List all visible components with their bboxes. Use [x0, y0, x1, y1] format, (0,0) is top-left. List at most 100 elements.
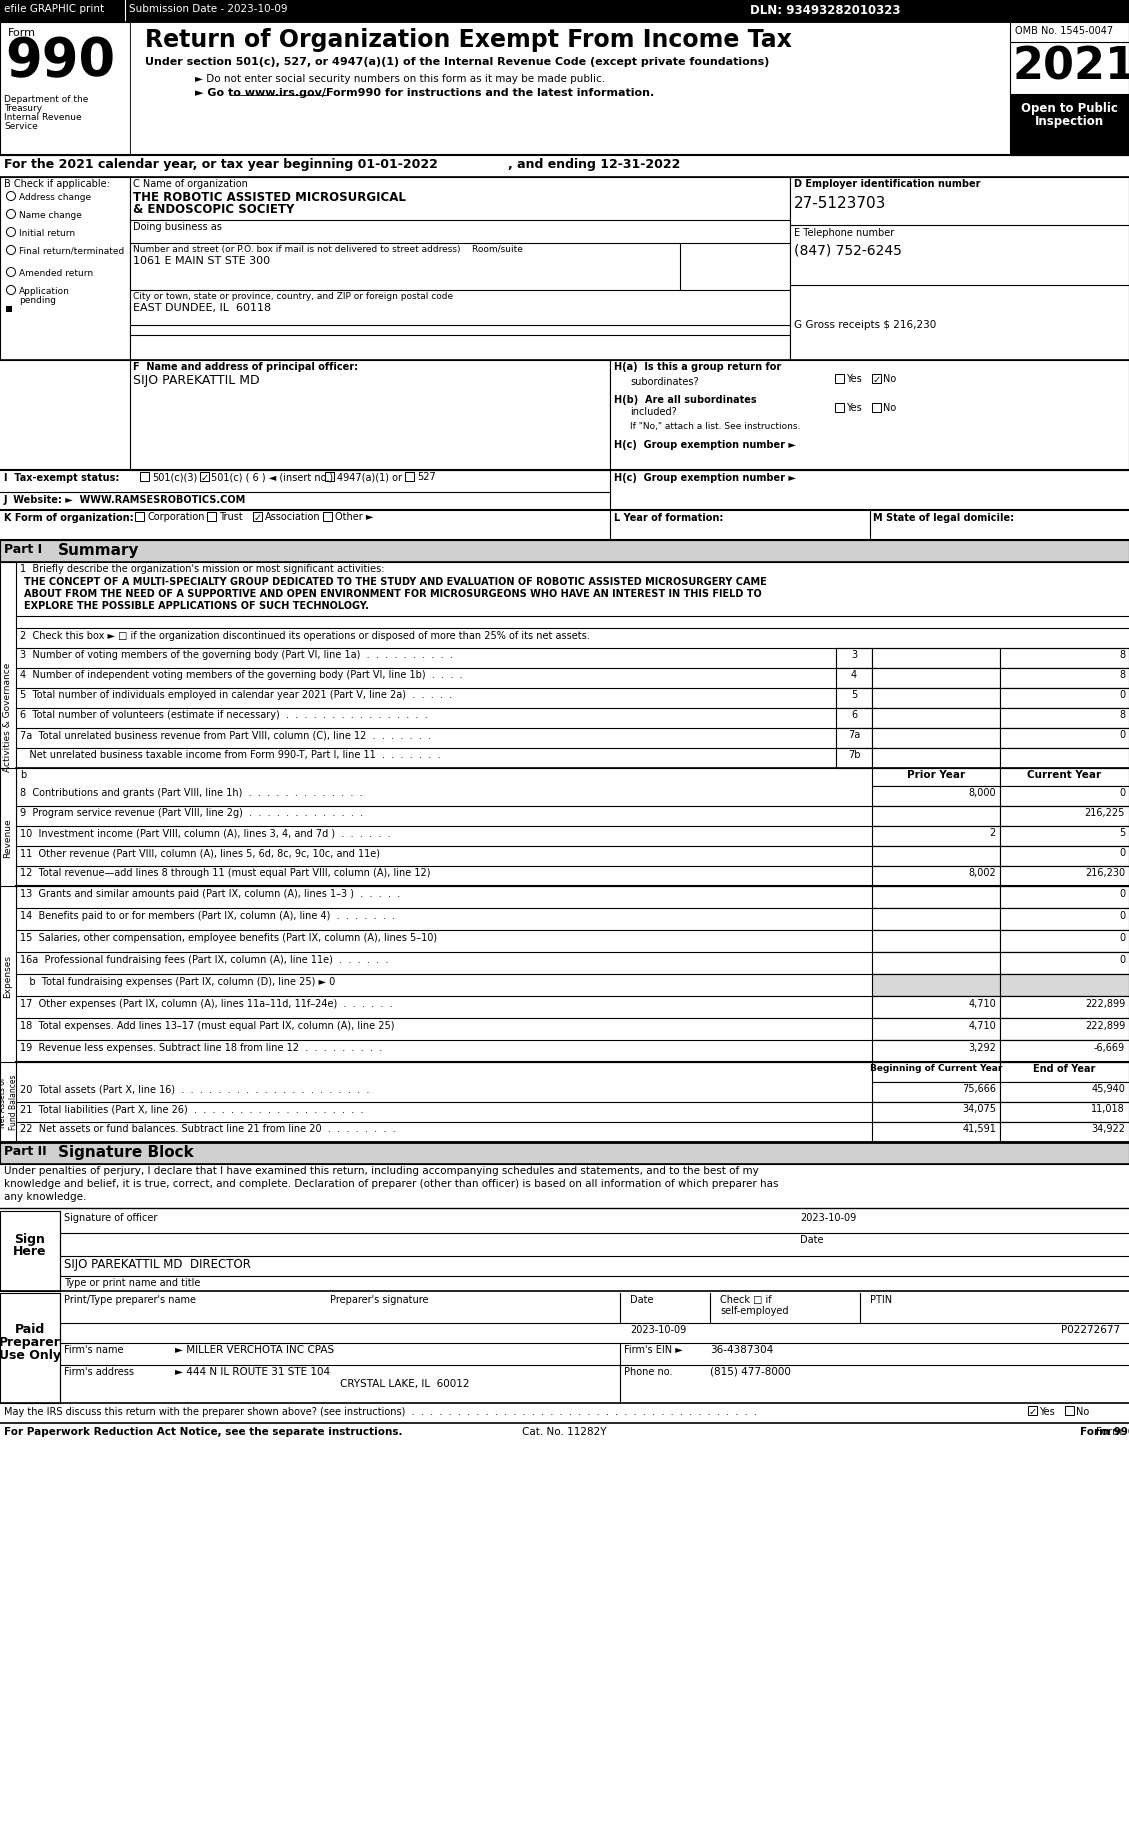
- Bar: [835, 687, 872, 708]
- Text: Amended return: Amended return: [19, 270, 93, 277]
- Text: 990: 990: [5, 35, 115, 87]
- Bar: [1000, 1122, 1129, 1142]
- Bar: [872, 867, 1000, 885]
- Text: Submission Date - 2023-10-09: Submission Date - 2023-10-09: [129, 4, 288, 15]
- Bar: [1000, 1040, 1129, 1063]
- Text: EXPLORE THE POSSIBLE APPLICATIONS OF SUCH TECHNOLOGY.: EXPLORE THE POSSIBLE APPLICATIONS OF SUC…: [24, 601, 369, 612]
- Bar: [1000, 1081, 1129, 1101]
- Text: subordinates?: subordinates?: [630, 377, 699, 386]
- Text: No: No: [1076, 1406, 1089, 1417]
- Bar: [0, 1063, 16, 1142]
- Text: Inspection: Inspection: [1034, 115, 1103, 128]
- Bar: [872, 403, 881, 412]
- Bar: [872, 907, 1000, 930]
- Text: OMB No. 1545-0047: OMB No. 1545-0047: [1015, 26, 1113, 35]
- Text: 8,002: 8,002: [969, 869, 996, 878]
- Text: Yes: Yes: [846, 373, 861, 384]
- Text: 15  Salaries, other compensation, employee benefits (Part IX, column (A), lines : 15 Salaries, other compensation, employe…: [20, 933, 437, 942]
- Text: included?: included?: [630, 407, 676, 418]
- Text: 6: 6: [851, 710, 857, 721]
- Bar: [1010, 94, 1129, 155]
- Text: PTIN: PTIN: [870, 1295, 892, 1305]
- Text: End of Year: End of Year: [1033, 1064, 1095, 1074]
- Text: 13  Grants and similar amounts paid (Part IX, column (A), lines 1–3 )  .  .  .  : 13 Grants and similar amounts paid (Part…: [20, 889, 401, 898]
- Text: 22  Net assets or fund balances. Subtract line 21 from line 20  .  .  .  .  .  .: 22 Net assets or fund balances. Subtract…: [20, 1124, 395, 1135]
- Bar: [835, 373, 844, 383]
- Text: Firm's name: Firm's name: [64, 1345, 123, 1355]
- Bar: [200, 471, 209, 480]
- Bar: [325, 471, 334, 480]
- Text: 0: 0: [1119, 730, 1124, 739]
- Text: C Name of organization: C Name of organization: [133, 179, 248, 188]
- Text: Date: Date: [630, 1295, 654, 1305]
- Text: 17  Other expenses (Part IX, column (A), lines 11a–11d, 11f–24e)  .  .  .  .  . : 17 Other expenses (Part IX, column (A), …: [20, 1000, 393, 1009]
- Text: 34,922: 34,922: [1091, 1124, 1124, 1135]
- Text: THE CONCEPT OF A MULTI-SPECIALTY GROUP DEDICATED TO THE STUDY AND EVALUATION OF : THE CONCEPT OF A MULTI-SPECIALTY GROUP D…: [24, 577, 767, 588]
- Text: 8: 8: [1119, 650, 1124, 660]
- Bar: [135, 512, 145, 521]
- Text: Here: Here: [14, 1246, 46, 1258]
- Text: any knowledge.: any knowledge.: [5, 1192, 87, 1201]
- Text: 8,000: 8,000: [969, 787, 996, 798]
- Text: 2  Check this box ► □ if the organization discontinued its operations or dispose: 2 Check this box ► □ if the organization…: [20, 630, 589, 641]
- Text: No: No: [883, 373, 896, 384]
- Text: 222,899: 222,899: [1085, 1020, 1124, 1031]
- Text: EAST DUNDEE, IL  60118: EAST DUNDEE, IL 60118: [133, 303, 271, 312]
- Text: 0: 0: [1119, 955, 1124, 965]
- Bar: [0, 562, 16, 872]
- Text: H(c)  Group exemption number ►: H(c) Group exemption number ►: [614, 473, 796, 482]
- Text: (815) 477-8000: (815) 477-8000: [710, 1368, 791, 1377]
- Text: Open to Public: Open to Public: [1021, 102, 1118, 115]
- Text: I  Tax-exempt status:: I Tax-exempt status:: [5, 473, 120, 482]
- Text: 19  Revenue less expenses. Subtract line 18 from line 12  .  .  .  .  .  .  .  .: 19 Revenue less expenses. Subtract line …: [20, 1042, 383, 1053]
- Text: D Employer identification number: D Employer identification number: [794, 179, 980, 188]
- Text: 216,230: 216,230: [1085, 869, 1124, 878]
- Text: 11,018: 11,018: [1092, 1103, 1124, 1114]
- Text: 527: 527: [417, 471, 436, 482]
- Text: ✓: ✓: [873, 375, 881, 384]
- Text: Part II: Part II: [5, 1146, 46, 1159]
- Text: 4,710: 4,710: [969, 1000, 996, 1009]
- Text: ► Go to www.irs.gov/Form990 for instructions and the latest information.: ► Go to www.irs.gov/Form990 for instruct…: [195, 89, 654, 98]
- Text: 501(c) ( 6 ) ◄ (insert no.): 501(c) ( 6 ) ◄ (insert no.): [211, 471, 333, 482]
- Text: Service: Service: [5, 122, 37, 131]
- Text: 4,710: 4,710: [969, 1020, 996, 1031]
- Text: Date: Date: [800, 1234, 823, 1246]
- Text: Trust: Trust: [219, 512, 243, 521]
- Text: CRYSTAL LAKE, IL  60012: CRYSTAL LAKE, IL 60012: [340, 1379, 470, 1390]
- Text: ► 444 N IL ROUTE 31 STE 104: ► 444 N IL ROUTE 31 STE 104: [175, 1368, 330, 1377]
- Text: Signature Block: Signature Block: [58, 1146, 194, 1161]
- Text: Form: Form: [8, 28, 36, 39]
- Bar: [872, 373, 881, 383]
- Text: 10  Investment income (Part VIII, column (A), lines 3, 4, and 7d )  .  .  .  .  : 10 Investment income (Part VIII, column …: [20, 828, 391, 837]
- Text: ✓: ✓: [1029, 1406, 1038, 1417]
- Text: 75,666: 75,666: [962, 1085, 996, 1094]
- Text: 20  Total assets (Part X, line 16)  .  .  .  .  .  .  .  .  .  .  .  .  .  .  . : 20 Total assets (Part X, line 16) . . . …: [20, 1085, 369, 1094]
- Text: 5: 5: [851, 689, 857, 700]
- Text: efile GRAPHIC print: efile GRAPHIC print: [5, 4, 104, 15]
- Bar: [835, 667, 872, 687]
- Text: Treasury: Treasury: [5, 103, 42, 113]
- Text: Preparer: Preparer: [0, 1336, 61, 1349]
- Bar: [6, 307, 12, 312]
- Bar: [1000, 687, 1129, 708]
- Text: , and ending 12-31-2022: , and ending 12-31-2022: [508, 157, 681, 172]
- Text: H(b)  Are all subordinates: H(b) Are all subordinates: [614, 395, 756, 405]
- Text: 11  Other revenue (Part VIII, column (A), lines 5, 6d, 8c, 9c, 10c, and 11e): 11 Other revenue (Part VIII, column (A),…: [20, 848, 380, 857]
- Bar: [0, 0, 1129, 22]
- Text: ✓: ✓: [254, 514, 262, 523]
- Text: 222,899: 222,899: [1085, 1000, 1124, 1009]
- Bar: [1000, 769, 1129, 785]
- Bar: [872, 952, 1000, 974]
- Text: M State of legal domicile:: M State of legal domicile:: [873, 514, 1014, 523]
- Text: Initial return: Initial return: [19, 229, 76, 238]
- Bar: [872, 687, 1000, 708]
- Text: Address change: Address change: [19, 192, 91, 201]
- Text: K Form of organization:: K Form of organization:: [5, 514, 133, 523]
- Bar: [1000, 1063, 1129, 1081]
- Text: Other ►: Other ►: [335, 512, 374, 521]
- Text: 1  Briefly describe the organization's mission or most significant activities:: 1 Briefly describe the organization's mi…: [20, 564, 385, 575]
- Text: 6  Total number of volunteers (estimate if necessary)  .  .  .  .  .  .  .  .  .: 6 Total number of volunteers (estimate i…: [20, 710, 428, 721]
- Text: self-employed: self-employed: [720, 1307, 788, 1316]
- Text: 36-4387304: 36-4387304: [710, 1345, 773, 1355]
